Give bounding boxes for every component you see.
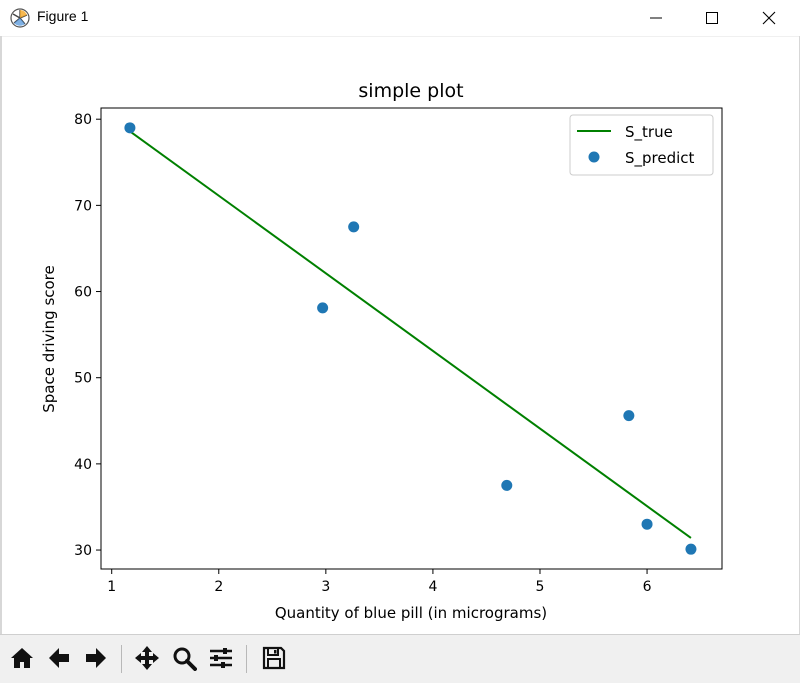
figure-canvas[interactable]: simple plot 1 2 3 4 5 6 30 40 50 60 70 80 Quantity …	[0, 37, 800, 634]
chart: simple plot 1 2 3 4 5 6 30 40 50 60 70 80 Quantity …	[40, 80, 723, 622]
y-tick-label: 80	[74, 112, 92, 128]
back-button[interactable]	[43, 642, 75, 674]
maximize-button[interactable]	[684, 0, 740, 36]
legend-label-s-true: S_true	[625, 123, 673, 142]
scatter-point	[641, 518, 653, 530]
window-border-left	[0, 36, 2, 636]
scatter-point	[124, 122, 136, 134]
arrow-left-icon	[49, 648, 69, 668]
y-tick-label: 60	[74, 285, 92, 301]
scatter-point	[501, 479, 513, 491]
y-tick-label: 30	[74, 543, 92, 559]
sliders-icon	[210, 648, 232, 668]
maximize-icon	[706, 12, 718, 24]
y-tick-label: 40	[74, 457, 92, 473]
series-line-s-true	[129, 130, 692, 539]
home-button[interactable]	[6, 642, 38, 674]
scatter-point	[685, 543, 697, 555]
scatter-point	[348, 221, 360, 233]
toolbar-separator	[246, 645, 247, 673]
x-tick-label: 6	[643, 579, 652, 595]
magnifier-icon	[173, 647, 197, 671]
home-icon	[11, 648, 33, 668]
y-tick-label: 50	[74, 371, 92, 387]
zoom-button[interactable]	[168, 642, 200, 674]
plot-area-frame	[100, 107, 723, 570]
toolbar-separator	[121, 645, 122, 673]
x-axis-label: Quantity of blue pill (in micrograms)	[275, 604, 547, 622]
navigation-toolbar	[0, 634, 800, 683]
y-tick-label: 70	[74, 198, 92, 214]
title-bar: Figure 1	[0, 0, 800, 37]
chart-title: simple plot	[358, 80, 463, 102]
x-tick-label: 4	[428, 579, 437, 595]
floppy-disk-icon	[262, 646, 286, 670]
window-title: Figure 1	[37, 8, 89, 24]
forward-button[interactable]	[80, 642, 112, 674]
arrow-right-icon	[86, 648, 106, 668]
scatter-point	[317, 302, 329, 314]
save-button[interactable]	[258, 642, 290, 674]
minimize-button[interactable]	[628, 0, 684, 36]
x-tick-label: 2	[214, 579, 223, 595]
legend-scatter-marker	[588, 151, 600, 163]
y-axis-label: Space driving score	[40, 265, 58, 412]
x-tick-label: 1	[107, 579, 116, 595]
scatter-point	[623, 410, 635, 422]
legend-label-s-predict: S_predict	[625, 149, 695, 168]
minimize-icon	[650, 17, 662, 19]
x-tick-label: 5	[536, 579, 545, 595]
configure-subplots-button[interactable]	[205, 642, 237, 674]
app-icon	[10, 8, 30, 28]
close-button[interactable]	[741, 0, 797, 36]
x-tick-label: 3	[321, 579, 330, 595]
pan-icon	[135, 646, 159, 670]
pan-button[interactable]	[131, 642, 163, 674]
close-icon	[762, 11, 776, 25]
legend: S_true S_predict	[569, 114, 714, 176]
